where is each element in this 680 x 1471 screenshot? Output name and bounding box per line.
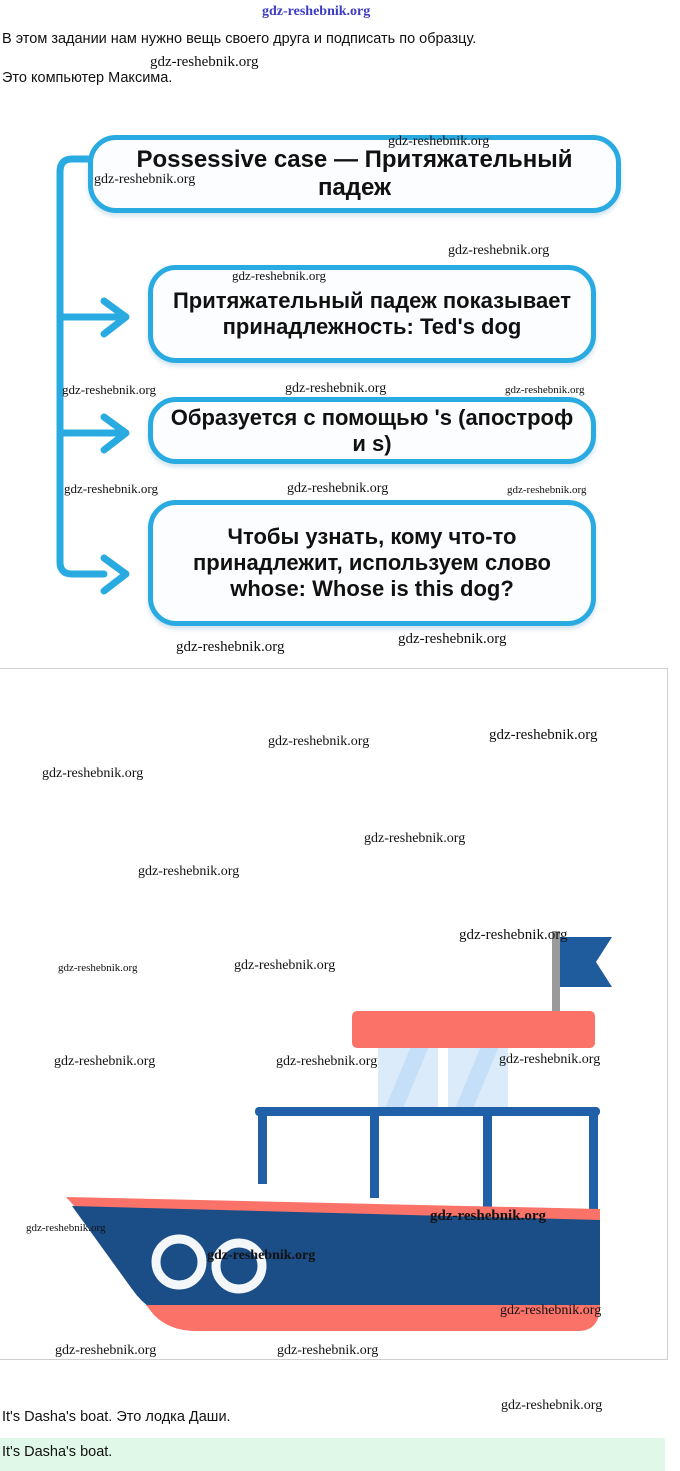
infographic-box-question: Чтобы узнать, кому что-то принадлежит, и… (148, 500, 596, 626)
mast-shape (552, 931, 560, 1031)
deckhouse-roof-shape (352, 1011, 595, 1048)
watermark-text: gdz-reshebnik.org (262, 4, 371, 19)
watermark-text: gdz-reshebnik.org (501, 1398, 603, 1413)
flag-shape (560, 937, 612, 987)
hull-body-shape (72, 1206, 600, 1315)
infographic-box-formation: Образуется с помощью 's (апостроф и s) (148, 397, 596, 464)
porthole-shapes (151, 1234, 267, 1294)
answer-translation-line: It's Dasha's boat. Это лодка Даши. (2, 1409, 231, 1425)
railing-shape (255, 1107, 600, 1224)
infographic-box-title: Possessive case — Притяжательный падеж (88, 135, 621, 213)
illustration-panel (0, 668, 668, 1360)
infographic-box-meaning: Притяжательный падеж показывает принадле… (148, 265, 596, 363)
hull-bottom-trim-shape (146, 1305, 600, 1331)
intro-text-line-1: В этом задании нам нужно вещь своего дру… (2, 31, 477, 47)
intro-text-line-2: Это компьютер Максима. (2, 70, 173, 86)
cabin-windows (378, 1039, 508, 1111)
answer-highlighted-text: It's Dasha's boat. (2, 1444, 113, 1460)
watermark-text: gdz-reshebnik.org (150, 54, 259, 70)
arrow-connector-diagram (56, 155, 130, 595)
possessive-case-infographic: Possessive case — Притяжательный падеж П… (0, 125, 680, 665)
answer-highlight-bar (0, 1438, 665, 1471)
boat-icon (66, 931, 612, 1331)
